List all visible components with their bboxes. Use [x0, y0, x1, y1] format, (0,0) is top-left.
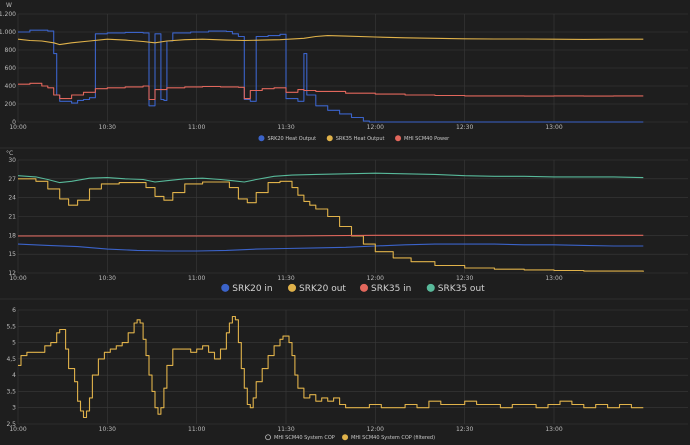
legend-label: SRK35 in [371, 284, 411, 294]
x-tick-label: 11:30 [277, 426, 294, 433]
legend-label: SRK35 Heat Output [336, 136, 385, 142]
y-tick-label: 600 [5, 65, 17, 72]
x-tick-label: 11:00 [188, 124, 205, 131]
y-tick-label: 30 [8, 157, 16, 164]
y-tick-label: 1.200 [0, 11, 16, 18]
y-tick-label: 2,5 [6, 421, 16, 428]
x-tick-label: 10:30 [99, 426, 116, 433]
legend-label: SRK20 in [232, 284, 272, 294]
legend-marker-icon [326, 135, 333, 142]
legend-item[interactable]: SRK35 out [426, 283, 485, 294]
cop-chart: 2,5 3 3,5 4 4,5 5 5,5 6 10:00 10:30 11:00 11:30 12:0… [6, 307, 688, 441]
legend-item[interactable]: MHI SCM40 System COP (filtered) [342, 434, 435, 441]
legend-label: MHI SCM40 System COP (filtered) [351, 435, 435, 441]
x-tick-label: 10:00 [9, 275, 26, 282]
y-tick-label: 5,5 [6, 323, 16, 330]
legend-marker-icon [342, 434, 349, 441]
x-tick-label: 13:00 [545, 124, 562, 131]
legend-label: MHI SCM40 Power [404, 136, 450, 142]
legend-item[interactable]: SRK20 out [288, 283, 346, 294]
x-tick-label: 12:30 [456, 275, 473, 282]
x-tick-label: 10:30 [99, 124, 116, 131]
x-tick-label: 11:00 [188, 275, 205, 282]
legend-item[interactable]: SRK20 Heat Output [258, 135, 316, 142]
series-line-2 [18, 234, 644, 237]
x-tick-label: 12:30 [456, 124, 473, 131]
legend-marker-icon [426, 283, 435, 292]
y-tick-label: 18 [8, 232, 16, 239]
legend-marker-icon [265, 434, 271, 441]
legend-label: SRK35 out [438, 284, 485, 294]
legend-label: SRK20 Heat Output [267, 136, 316, 142]
legend-label: SRK20 out [299, 284, 346, 294]
x-tick-label: 12:00 [367, 124, 384, 131]
y-tick-label: 12 [8, 270, 16, 277]
y-axis-unit: °C [6, 150, 13, 157]
series-line-0 [18, 29, 644, 123]
y-axis-unit: W [6, 2, 12, 9]
y-tick-label: 21 [8, 214, 16, 221]
x-tick-label: 11:00 [188, 426, 205, 433]
y-tick-label: 3,5 [6, 388, 16, 395]
legend-marker-icon [395, 135, 402, 142]
legend-label: MHI SCM40 System COP [274, 435, 335, 441]
y-tick-label: 1.000 [0, 29, 16, 36]
series-line-0 [17, 243, 644, 252]
series-line-2 [18, 82, 644, 101]
temperature-chart: 12 15 18 21 24 27 30 10:00 10:30 11:00 11:30 12:00 1… [6, 150, 688, 294]
y-tick-label: 4,5 [6, 356, 16, 363]
y-tick-label: 200 [5, 101, 17, 108]
series-line-3 [17, 172, 644, 184]
legend-marker-icon [258, 135, 265, 142]
series-line-1 [18, 315, 644, 419]
y-tick-label: 3 [12, 405, 16, 412]
x-tick-label: 13:00 [545, 426, 562, 433]
legend-marker-icon [288, 283, 297, 292]
x-tick-label: 10:00 [9, 426, 26, 433]
y-tick-label: 5 [12, 340, 16, 347]
legend-marker-icon [221, 283, 230, 292]
x-tick-label: 12:00 [367, 275, 384, 282]
x-tick-label: 12:30 [456, 426, 473, 433]
y-tick-label: 24 [8, 195, 16, 202]
y-tick-label: 6 [12, 307, 16, 314]
series-line-1 [18, 178, 644, 272]
x-tick-label: 13:00 [545, 275, 562, 282]
y-tick-label: 27 [8, 176, 16, 183]
y-tick-label: 4 [12, 372, 16, 379]
legend-item[interactable]: SRK20 in [221, 283, 273, 294]
x-tick-label: 11:30 [277, 275, 294, 282]
y-tick-label: 400 [5, 83, 17, 90]
x-tick-label: 10:30 [99, 275, 116, 282]
y-tick-label: 800 [5, 47, 17, 54]
x-tick-label: 12:00 [367, 426, 384, 433]
power-chart: 0 200 400 600 800 1.000 1.200 10:00 10:30 11:00 11… [0, 2, 688, 142]
y-tick-label: 15 [8, 251, 16, 258]
series-line-1 [17, 35, 644, 46]
x-tick-label: 10:00 [9, 124, 26, 131]
legend-item[interactable]: SRK35 in [360, 283, 411, 294]
legend-item[interactable]: SRK35 Heat Output [326, 135, 385, 142]
legend-item[interactable]: MHI SCM40 Power [395, 135, 450, 142]
x-tick-label: 11:30 [277, 124, 294, 131]
legend-marker-icon [360, 283, 368, 292]
y-tick-label: 0 [12, 119, 16, 126]
legend-item[interactable]: MHI SCM40 System COP [265, 434, 335, 441]
